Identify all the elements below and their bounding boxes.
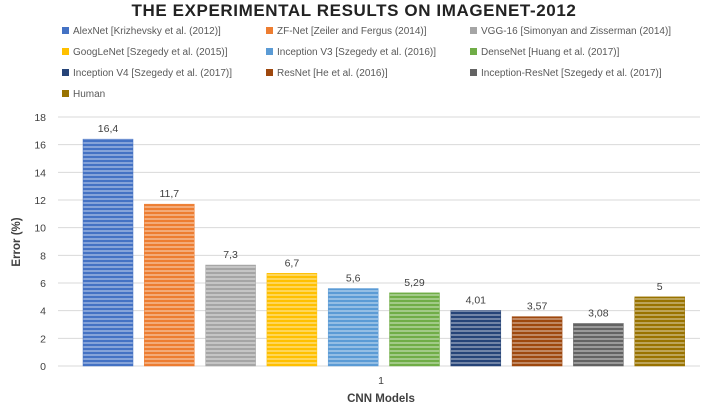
legend-label: DenseNet [Huang et al. (2017)] bbox=[481, 47, 620, 58]
legend: AlexNet [Krizhevsky et al. (2012)] ZF-Net… bbox=[62, 26, 671, 100]
bar-googlenet-szegedy-et-al-2015 bbox=[266, 273, 318, 367]
data-label-human: 5 bbox=[657, 281, 663, 293]
legend-swatch bbox=[62, 69, 69, 76]
legend-swatch bbox=[266, 27, 273, 34]
chart-title: THE EXPERIMENTAL RESULTS ON IMAGENET-201… bbox=[132, 1, 577, 20]
y-axis-ticks: 0 2 4 6 8 10 12 14 16 18 bbox=[34, 112, 46, 373]
bar-vgg-16-simonyan-and-zisserman-2014 bbox=[205, 264, 256, 367]
data-label-vgg-16-simonyan-and-zisserman-2014: 7,3 bbox=[223, 249, 238, 261]
bar-alexnet-krizhevsky-et-al-2012 bbox=[82, 138, 134, 367]
data-labels: 16,4 11,7 7,3 6,7 5,6 5,29 4,01 3,57 3,08 5 bbox=[98, 123, 663, 319]
bar-inception-v4-szegedy-et-al-2017 bbox=[450, 310, 502, 367]
y-axis-title: Error (%) bbox=[11, 217, 23, 266]
legend-swatch bbox=[266, 69, 273, 76]
legend-swatch bbox=[470, 48, 477, 55]
data-label-googlenet-szegedy-et-al-2015: 6,7 bbox=[285, 257, 300, 269]
legend-item-resnet-he-et-al-2016: ResNet [He et al. (2016)] bbox=[266, 68, 388, 79]
data-label-alexnet-krizhevsky-et-al-2012: 16,4 bbox=[98, 123, 119, 135]
data-label-densenet-huang-et-al-2017: 5,29 bbox=[404, 277, 425, 289]
legend-swatch bbox=[266, 48, 273, 55]
legend-item-inception-v4-szegedy-et-al-2017: Inception V4 [Szegedy et al. (2017)] bbox=[62, 68, 232, 79]
legend-item-densenet-huang-et-al-2017: DenseNet [Huang et al. (2017)] bbox=[470, 47, 620, 58]
legend-swatch bbox=[470, 69, 477, 76]
legend-label: Inception-ResNet [Szegedy et al. (2017)] bbox=[481, 68, 662, 79]
legend-swatch bbox=[62, 48, 69, 55]
legend-label: AlexNet [Krizhevsky et al. (2012)] bbox=[73, 26, 221, 37]
legend-label: GoogLeNet [Szegedy et al. (2015)] bbox=[73, 47, 228, 58]
y-tick-label: 10 bbox=[34, 223, 46, 235]
y-tick-label: 8 bbox=[40, 250, 46, 262]
legend-label: Inception V3 [Szegedy et al. (2016)] bbox=[277, 47, 436, 58]
data-label-inception-v4-szegedy-et-al-2017: 4,01 bbox=[466, 295, 487, 307]
bar-resnet-he-et-al-2016 bbox=[511, 316, 563, 367]
legend-item-vgg-16-simonyan-and-zisserman-2014: VGG-16 [Simonyan and Zisserman (2014)] bbox=[470, 26, 671, 37]
bar-human bbox=[634, 296, 685, 367]
bar-inception-v3-szegedy-et-al-2016 bbox=[327, 288, 379, 367]
legend-swatch bbox=[62, 90, 69, 97]
legend-label: ResNet [He et al. (2016)] bbox=[277, 68, 388, 79]
bars bbox=[82, 138, 685, 367]
legend-item-zf-net-zeiler-and-fergus-2014: ZF-Net [Zeiler and Fergus (2014)] bbox=[266, 26, 427, 37]
data-label-zf-net-zeiler-and-fergus-2014: 11,7 bbox=[159, 188, 179, 200]
y-tick-label: 4 bbox=[40, 306, 46, 318]
legend-label: ZF-Net [Zeiler and Fergus (2014)] bbox=[277, 26, 427, 37]
legend-label: Inception V4 [Szegedy et al. (2017)] bbox=[73, 68, 232, 79]
legend-item-inception-resnet-szegedy-et-al-2017: Inception-ResNet [Szegedy et al. (2017)] bbox=[470, 68, 662, 79]
y-tick-label: 16 bbox=[34, 140, 46, 152]
data-label-inception-v3-szegedy-et-al-2016: 5,6 bbox=[346, 273, 361, 285]
legend-item-googlenet-szegedy-et-al-2015: GoogLeNet [Szegedy et al. (2015)] bbox=[62, 47, 228, 58]
legend-item-human: Human bbox=[62, 89, 105, 100]
legend-label: Human bbox=[73, 89, 105, 100]
y-tick-label: 18 bbox=[34, 112, 46, 124]
bar-densenet-huang-et-al-2017 bbox=[389, 292, 440, 367]
bar-zf-net-zeiler-and-fergus-2014 bbox=[144, 203, 195, 367]
legend-label: VGG-16 [Simonyan and Zisserman (2014)] bbox=[481, 26, 671, 37]
y-tick-label: 12 bbox=[34, 195, 46, 207]
y-tick-label: 6 bbox=[40, 278, 46, 290]
x-axis-ticks: 1 bbox=[378, 375, 384, 387]
y-tick-label: 14 bbox=[34, 167, 46, 179]
y-tick-label: 0 bbox=[40, 361, 46, 373]
legend-swatch bbox=[470, 27, 477, 34]
x-axis-title: CNN Models bbox=[347, 393, 415, 405]
data-label-inception-resnet-szegedy-et-al-2017: 3,08 bbox=[588, 307, 609, 319]
y-tick-label: 2 bbox=[40, 333, 46, 345]
data-label-resnet-he-et-al-2016: 3,57 bbox=[527, 301, 548, 313]
bar-inception-resnet-szegedy-et-al-2017 bbox=[573, 323, 624, 367]
legend-swatch bbox=[62, 27, 69, 34]
legend-item-inception-v3-szegedy-et-al-2016: Inception V3 [Szegedy et al. (2016)] bbox=[266, 47, 436, 58]
legend-item-alexnet-krizhevsky-et-al-2012: AlexNet [Krizhevsky et al. (2012)] bbox=[62, 26, 221, 37]
x-tick-label: 1 bbox=[378, 375, 384, 387]
